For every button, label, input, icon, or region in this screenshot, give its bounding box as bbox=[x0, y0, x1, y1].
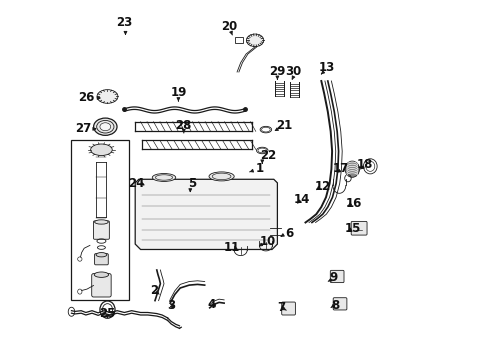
Ellipse shape bbox=[91, 144, 112, 156]
FancyBboxPatch shape bbox=[92, 274, 111, 297]
Text: 7: 7 bbox=[278, 301, 286, 314]
Text: 19: 19 bbox=[170, 86, 187, 99]
FancyBboxPatch shape bbox=[333, 298, 347, 310]
Text: 13: 13 bbox=[319, 61, 335, 74]
Text: 5: 5 bbox=[188, 177, 196, 190]
Ellipse shape bbox=[94, 118, 117, 135]
FancyBboxPatch shape bbox=[94, 221, 109, 239]
Text: 21: 21 bbox=[276, 119, 293, 132]
Ellipse shape bbox=[95, 220, 108, 224]
Text: 22: 22 bbox=[260, 149, 276, 162]
Text: 15: 15 bbox=[345, 222, 361, 235]
Ellipse shape bbox=[96, 253, 107, 257]
Text: 2: 2 bbox=[150, 284, 158, 297]
Ellipse shape bbox=[345, 161, 360, 177]
Text: 9: 9 bbox=[329, 271, 337, 284]
Text: 20: 20 bbox=[220, 21, 237, 33]
Text: 28: 28 bbox=[175, 119, 192, 132]
FancyBboxPatch shape bbox=[330, 270, 344, 283]
Text: 10: 10 bbox=[259, 235, 275, 248]
Bar bbox=[72, 140, 129, 300]
Polygon shape bbox=[135, 179, 277, 249]
Bar bbox=[235, 37, 243, 43]
Text: 16: 16 bbox=[345, 197, 362, 210]
Ellipse shape bbox=[152, 174, 176, 181]
Text: 12: 12 bbox=[314, 180, 331, 193]
Text: 23: 23 bbox=[116, 16, 132, 29]
FancyBboxPatch shape bbox=[351, 221, 367, 235]
Text: 6: 6 bbox=[285, 227, 293, 240]
Ellipse shape bbox=[97, 90, 118, 103]
Ellipse shape bbox=[94, 272, 109, 278]
Text: 8: 8 bbox=[332, 299, 340, 312]
Ellipse shape bbox=[246, 34, 264, 46]
Text: 29: 29 bbox=[269, 65, 286, 78]
Ellipse shape bbox=[100, 123, 111, 131]
Ellipse shape bbox=[209, 172, 234, 181]
FancyBboxPatch shape bbox=[95, 254, 108, 265]
FancyBboxPatch shape bbox=[282, 302, 295, 315]
Text: 26: 26 bbox=[78, 91, 94, 104]
Text: 30: 30 bbox=[286, 65, 302, 78]
Text: 14: 14 bbox=[294, 193, 310, 206]
Text: 3: 3 bbox=[167, 299, 175, 312]
Text: 17: 17 bbox=[332, 162, 348, 175]
Text: 4: 4 bbox=[208, 298, 216, 311]
Text: 18: 18 bbox=[356, 158, 373, 171]
Text: 24: 24 bbox=[128, 177, 145, 190]
Text: 25: 25 bbox=[99, 307, 116, 320]
Text: 1: 1 bbox=[255, 162, 264, 175]
Text: 27: 27 bbox=[75, 122, 92, 135]
Text: 11: 11 bbox=[223, 241, 240, 254]
